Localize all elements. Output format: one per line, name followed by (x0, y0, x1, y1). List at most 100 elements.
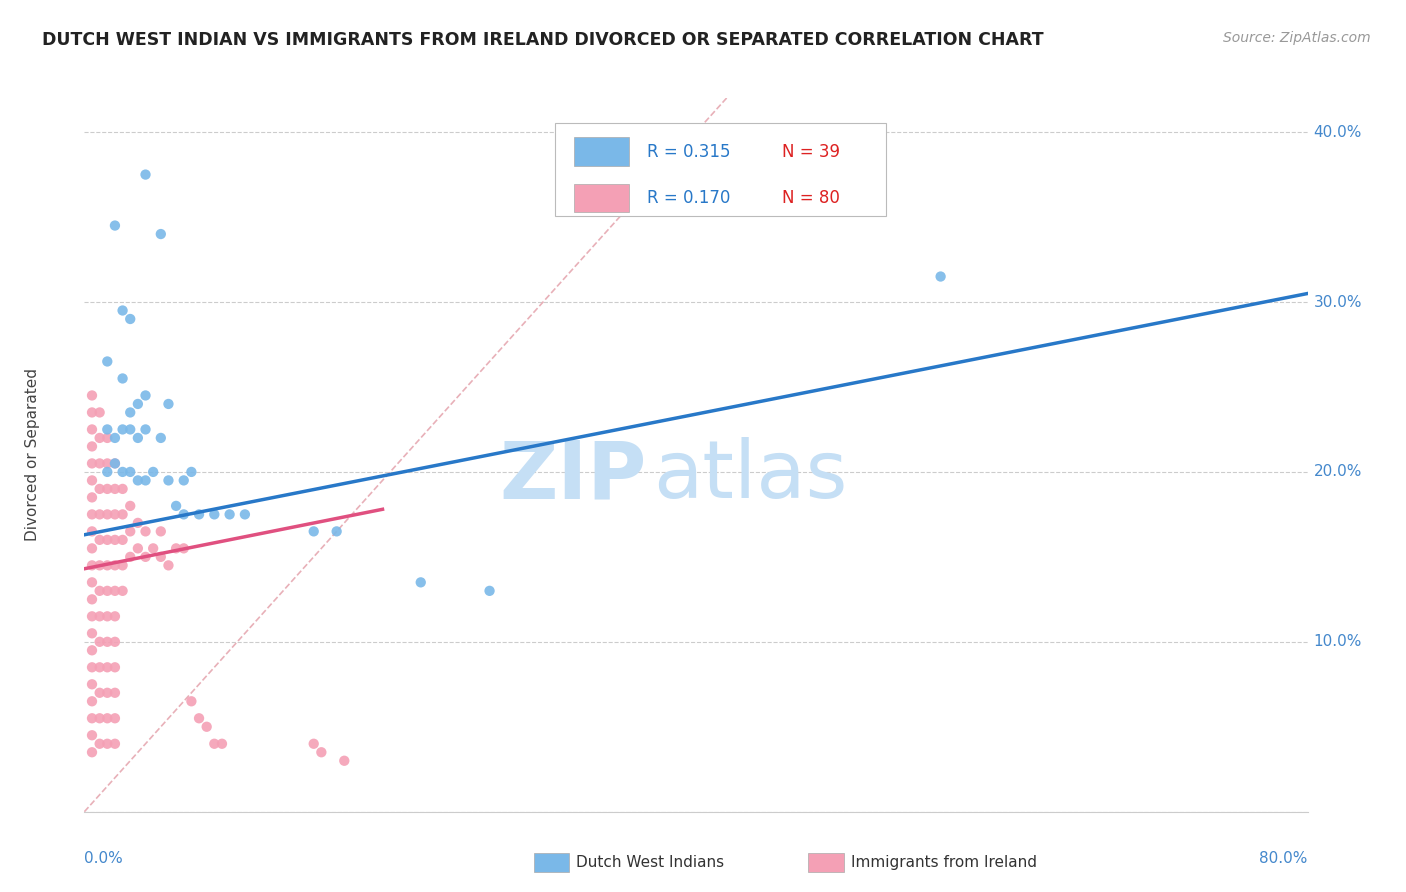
Point (80, 626, 103, 640)
Point (127, 516, 149, 530)
Point (120, 524, 142, 539)
Point (202, 508, 225, 522)
Point (96, 354, 118, 368)
Point (89, 711, 111, 725)
Point (135, 388, 157, 402)
Point (80, 388, 103, 402)
Point (180, 694, 202, 708)
Point (80, 677, 103, 691)
Text: R = 0.315: R = 0.315 (647, 143, 731, 161)
Point (104, 686, 127, 700)
Point (89, 508, 111, 522)
Point (89, 686, 111, 700)
Point (157, 558, 180, 573)
Point (96, 660, 118, 674)
Point (80, 524, 103, 539)
Point (142, 465, 165, 479)
Text: R = 0.170: R = 0.170 (647, 189, 730, 207)
Point (96, 465, 118, 479)
Text: N = 80: N = 80 (782, 189, 839, 207)
Point (96, 431, 118, 445)
Text: Dutch West Indians: Dutch West Indians (576, 855, 724, 870)
Point (127, 431, 149, 445)
Point (80, 592, 103, 607)
Point (111, 558, 134, 573)
Point (302, 524, 325, 539)
Point (120, 422, 142, 436)
Point (333, 754, 356, 768)
Point (135, 549, 157, 564)
Point (89, 635, 111, 649)
Point (211, 737, 233, 751)
Point (188, 711, 211, 725)
Point (80, 541, 103, 556)
Point (80, 711, 103, 725)
Point (96, 635, 118, 649)
Point (96, 508, 118, 522)
Point (80, 474, 103, 488)
Text: 20.0%: 20.0% (1313, 465, 1362, 479)
Point (202, 737, 225, 751)
FancyBboxPatch shape (555, 123, 886, 216)
FancyBboxPatch shape (574, 137, 628, 166)
Point (96, 482, 118, 496)
Point (120, 465, 142, 479)
Point (104, 457, 127, 471)
Point (173, 508, 195, 522)
Point (96, 533, 118, 547)
Point (188, 508, 211, 522)
Point (111, 533, 134, 547)
Point (104, 457, 127, 471)
Point (96, 609, 118, 624)
Point (104, 660, 127, 674)
Point (157, 397, 180, 411)
Text: Divorced or Separated: Divorced or Separated (25, 368, 41, 541)
Point (157, 474, 180, 488)
Point (111, 583, 134, 598)
Point (96, 686, 118, 700)
Point (80, 575, 103, 590)
Text: DUTCH WEST INDIAN VS IMMIGRANTS FROM IRELAND DIVORCED OR SEPARATED CORRELATION C: DUTCH WEST INDIAN VS IMMIGRANTS FROM IRE… (42, 31, 1043, 49)
Text: Source: ZipAtlas.com: Source: ZipAtlas.com (1223, 31, 1371, 45)
Point (96, 422, 118, 436)
Point (111, 303, 134, 318)
Point (89, 431, 111, 445)
Point (173, 541, 195, 556)
Point (135, 524, 157, 539)
Point (111, 371, 134, 385)
Point (80, 694, 103, 708)
Point (180, 465, 202, 479)
Point (89, 609, 111, 624)
Point (96, 558, 118, 573)
Point (127, 474, 149, 488)
Point (80, 405, 103, 419)
Point (149, 524, 172, 539)
Point (149, 431, 172, 445)
Point (127, 397, 149, 411)
Point (311, 745, 333, 759)
Point (325, 524, 347, 539)
Point (89, 660, 111, 674)
Text: atlas: atlas (654, 437, 848, 516)
Point (80, 457, 103, 471)
Point (80, 660, 103, 674)
Point (218, 508, 240, 522)
Point (120, 549, 142, 564)
Point (89, 457, 111, 471)
Point (80, 643, 103, 657)
Point (104, 508, 127, 522)
Point (89, 405, 111, 419)
Point (120, 405, 142, 419)
Point (111, 482, 134, 496)
Point (929, 269, 952, 284)
Point (111, 465, 134, 479)
Point (80, 558, 103, 573)
Point (89, 558, 111, 573)
Point (80, 422, 103, 436)
Point (96, 457, 118, 471)
Point (135, 168, 157, 182)
Text: 40.0%: 40.0% (1313, 125, 1362, 140)
Point (89, 533, 111, 547)
Point (80, 609, 103, 624)
Point (89, 583, 111, 598)
